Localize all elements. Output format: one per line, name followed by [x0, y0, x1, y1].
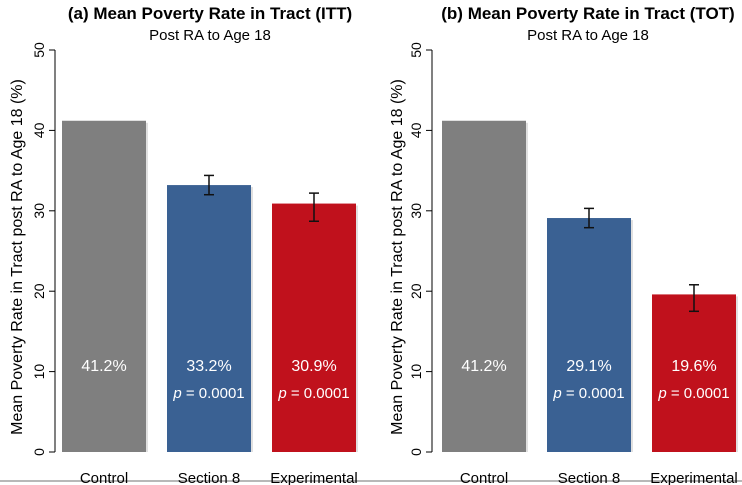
- y-axis-label: Mean Poverty Rate in Tract post RA to Ag…: [389, 79, 406, 435]
- bar-p-value-label: p = 0.0001: [552, 385, 624, 402]
- bar-value-label: 19.6%: [671, 358, 716, 375]
- y-tick-label: 0: [31, 448, 47, 456]
- y-tick-label: 10: [31, 364, 47, 380]
- x-tick-label: Section 8: [558, 470, 621, 485]
- y-tick-label: 0: [408, 448, 424, 456]
- y-tick-label: 30: [31, 203, 47, 219]
- y-tick-label: 20: [31, 283, 47, 299]
- y-tick-label: 10: [408, 364, 424, 380]
- y-axis-label: Mean Poverty Rate in Tract post RA to Ag…: [9, 79, 26, 435]
- bar: [167, 185, 251, 452]
- bar: [272, 203, 356, 452]
- bar-p-value-label: p = 0.0001: [172, 385, 244, 402]
- bar: [652, 294, 736, 452]
- panel-tot: (b) Mean Poverty Rate in Tract (TOT) Post…: [389, 4, 738, 485]
- bar: [547, 218, 631, 452]
- panel-itt: (a) Mean Poverty Rate in Tract (ITT) Post…: [9, 4, 358, 485]
- x-tick-label: Experimental: [650, 470, 738, 485]
- bar-p-value-label: p = 0.0001: [657, 385, 729, 402]
- chart-title: (a) Mean Poverty Rate in Tract (ITT): [68, 4, 352, 23]
- bar-value-label: 29.1%: [566, 358, 611, 375]
- bar-value-label: 41.2%: [81, 358, 126, 375]
- chart-title: (b) Mean Poverty Rate in Tract (TOT): [441, 4, 734, 23]
- bar-p-value-label: p = 0.0001: [277, 385, 349, 402]
- bar: [442, 120, 526, 452]
- x-tick-label: Section 8: [178, 470, 241, 485]
- x-tick-label: Experimental: [270, 470, 358, 485]
- y-tick-label: 20: [408, 283, 424, 299]
- y-tick-label: 40: [31, 122, 47, 138]
- bar: [62, 120, 146, 452]
- y-tick-label: 30: [408, 203, 424, 219]
- chart-subtitle: Post RA to Age 18: [527, 27, 649, 44]
- y-tick-label: 50: [31, 42, 47, 58]
- bar-value-label: 30.9%: [291, 358, 336, 375]
- y-tick-label: 50: [408, 42, 424, 58]
- y-tick-label: 40: [408, 122, 424, 138]
- bar-value-label: 33.2%: [186, 358, 231, 375]
- bar-value-label: 41.2%: [461, 358, 506, 375]
- chart-subtitle: Post RA to Age 18: [149, 27, 271, 44]
- x-tick-label: Control: [80, 470, 128, 485]
- x-tick-label: Control: [460, 470, 508, 485]
